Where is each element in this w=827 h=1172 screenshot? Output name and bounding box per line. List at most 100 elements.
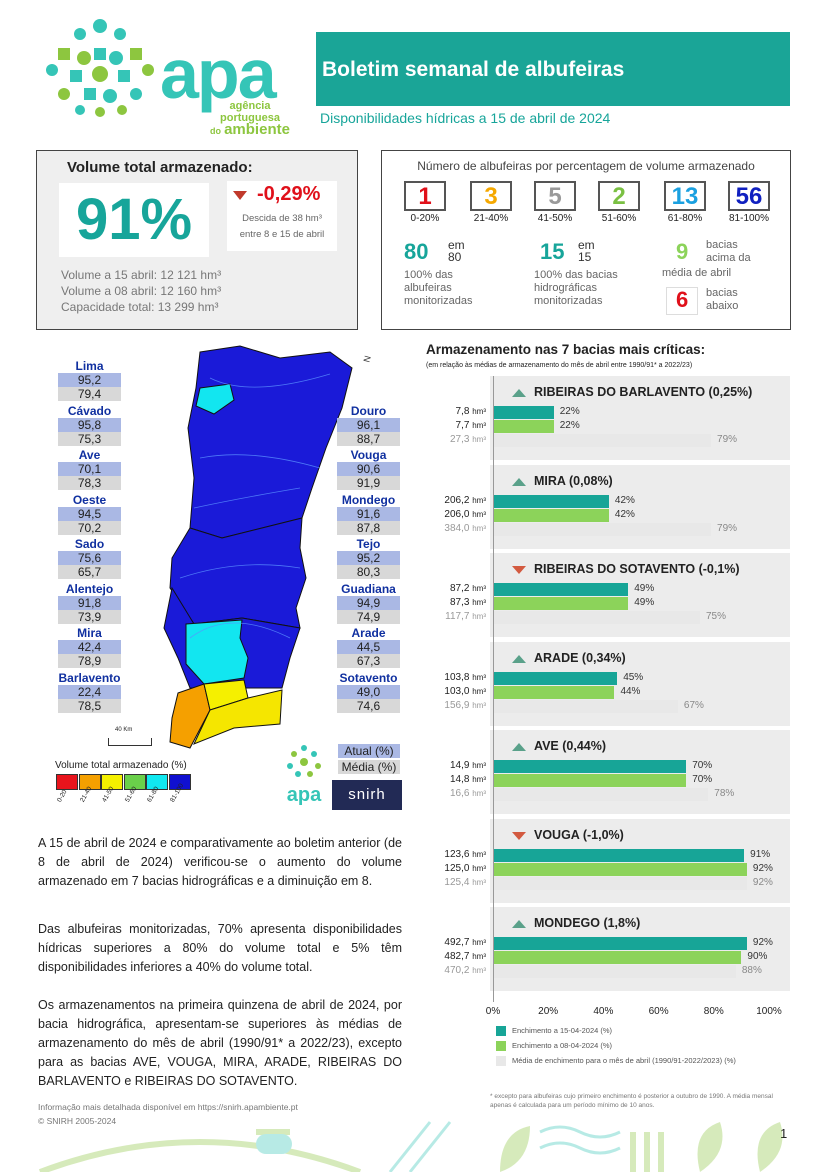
- basin-mean: 70,2: [58, 521, 121, 535]
- volume-label: 14,9 hm³: [420, 760, 486, 771]
- basin-actual: 42,4: [58, 640, 121, 654]
- x-tick-label: 80%: [703, 1006, 724, 1017]
- monitored-reservoirs: 80 em 80 100% das albufeiras monitorizadas: [404, 238, 473, 307]
- volume-value: 103,0: [444, 685, 470, 697]
- basin-label: Cávado 95,8 75,3: [58, 404, 121, 446]
- volume-lines: Volume a 15 abril: 12 121 hm³ Volume a 0…: [61, 268, 222, 314]
- basin-name: Barlavento: [58, 671, 121, 685]
- bar-value-label: 92%: [752, 862, 773, 874]
- basin-actual: 91,6: [337, 507, 400, 521]
- chart-bar: [493, 965, 736, 978]
- volume-unit: hm³: [472, 849, 486, 859]
- chart-bar: [493, 671, 618, 685]
- basin-name: Oeste: [72, 493, 107, 507]
- up-arrow-icon: [512, 654, 526, 663]
- basin-label: Douro 96,1 88,7: [337, 404, 400, 446]
- volume-label: 384,0 hm³: [420, 523, 486, 534]
- basin-name: Tejo: [356, 537, 381, 551]
- basin-actual: 95,2: [58, 373, 121, 387]
- bar-value-label: 75%: [706, 611, 727, 622]
- basin-mean: 79,4: [58, 387, 121, 401]
- basin-mean: 78,5: [58, 699, 121, 713]
- volume-value: 103,8: [444, 671, 470, 683]
- volume-unit: hm³: [472, 938, 486, 947]
- legend-label: Enchimento a 08-04-2024 (%): [512, 1041, 613, 1050]
- volume-label: 156,9 hm³: [420, 700, 486, 711]
- volume-value: 27,3: [449, 434, 470, 445]
- volume-heading: Volume total armazenado:: [67, 159, 253, 176]
- chart-subtitle: (em relação às médias de armazenamento d…: [426, 362, 693, 369]
- portugal-basins-map: [163, 345, 353, 749]
- basin-mean: 67,3: [337, 654, 400, 668]
- volume-value: 482,7: [444, 951, 470, 962]
- volume-unit: hm³: [472, 775, 486, 784]
- volume-value: 7,7: [455, 420, 470, 431]
- count-box: 56: [728, 181, 770, 211]
- bar-value-label: 88%: [741, 965, 762, 976]
- volume-value: 384,0: [444, 522, 470, 534]
- bar-value-label: 91%: [750, 848, 771, 860]
- count-label: 51-60%: [601, 213, 637, 224]
- basin-mean: 88,7: [337, 432, 400, 446]
- volume-change: -0,29%: [257, 183, 321, 205]
- basin-name: Guadiana: [341, 582, 396, 596]
- chart-bar: [493, 611, 700, 624]
- page-subtitle: Disponibilidades hídricas a 15 de abril …: [320, 110, 611, 126]
- bar-value-label: 92%: [752, 937, 773, 948]
- legend-swatch: [168, 774, 191, 790]
- bar-value-label: 90%: [747, 951, 768, 962]
- legend-swatch: [496, 1026, 506, 1036]
- volume-label: 103,8 hm³: [420, 672, 486, 683]
- map-scale-bar: 40 Km: [108, 727, 152, 746]
- basin-mean: 75,3: [58, 432, 121, 446]
- volume-label: 125,4 hm³: [420, 877, 486, 888]
- up-arrow-icon: [512, 389, 526, 397]
- bar-value-label: 42%: [614, 494, 635, 506]
- volume-value: 206,2: [444, 494, 470, 506]
- count-label: 21-40%: [473, 213, 509, 224]
- group-title: ARADE (0,34%): [534, 650, 626, 665]
- page-title: Boletim semanal de albufeiras: [316, 32, 790, 106]
- basin-name: Sotavento: [339, 671, 398, 685]
- map-key-mean: Média (%): [338, 760, 400, 774]
- volume-unit: hm³: [472, 686, 486, 696]
- volume-label: 16,6 hm³: [420, 788, 486, 799]
- volume-label: 482,7 hm³: [420, 951, 486, 962]
- volume-value: 156,9: [444, 699, 470, 711]
- chart-bar: [493, 876, 747, 890]
- basin-name: Mondego: [341, 493, 396, 507]
- chart-bar: [493, 774, 687, 787]
- count-label: 0-20%: [410, 213, 440, 224]
- legend-swatch: [101, 774, 123, 790]
- basin-mean: 78,3: [58, 476, 121, 490]
- group-title: MONDEGO (1,8%): [534, 916, 641, 930]
- monitored-basins: 15 em 15 100% das bacias hidrográficas moni…: [534, 238, 618, 307]
- volume-label: 470,2 hm³: [420, 965, 486, 976]
- legend-label: Enchimento a 15-04-2024 (%): [512, 1026, 613, 1035]
- volume-unit: hm³: [472, 952, 486, 961]
- basin-name: Ave: [78, 448, 101, 462]
- logo-subtitle: agência portuguesa do ambiente: [210, 100, 290, 138]
- volume-value: 16,6: [449, 788, 470, 799]
- x-tick-label: 100%: [756, 1006, 782, 1017]
- basin-label: Vouga 90,6 91,9: [337, 448, 400, 490]
- basin-name: Vouga: [350, 448, 387, 462]
- chart-bar: [493, 699, 678, 713]
- basin-actual: 70,1: [58, 462, 121, 476]
- basin-actual: 95,2: [337, 551, 400, 565]
- small-mosaic-icon: [287, 745, 321, 777]
- snirh-logo: snirh: [332, 780, 402, 810]
- volume-unit: hm³: [472, 523, 486, 533]
- basin-label: Lima 95,2 79,4: [58, 359, 121, 401]
- volume-unit: hm³: [472, 584, 486, 593]
- basin-label: Mondego 91,6 87,8: [337, 493, 400, 535]
- down-arrow-icon: [512, 831, 526, 840]
- basin-mean: 80,3: [337, 565, 400, 579]
- footer-copyright: © SNIRH 2005-2024: [38, 1116, 117, 1126]
- basin-mean: 87,8: [337, 521, 400, 535]
- map-key-actual: Atual (%): [338, 744, 400, 758]
- chart-bar: [493, 508, 609, 522]
- counts-heading: Número de albufeiras por percentagem de …: [417, 159, 755, 173]
- apa-small-logo: apa: [278, 744, 330, 808]
- logo-mosaic-icon: [46, 19, 154, 117]
